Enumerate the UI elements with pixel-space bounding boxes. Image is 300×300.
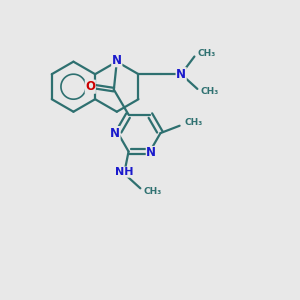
Text: NH: NH: [115, 167, 134, 177]
Text: O: O: [85, 80, 95, 93]
Text: CH₃: CH₃: [200, 87, 219, 96]
Text: CH₃: CH₃: [184, 118, 202, 127]
Text: CH₃: CH₃: [197, 49, 216, 58]
Text: N: N: [176, 68, 186, 81]
Text: CH₃: CH₃: [143, 187, 161, 196]
Text: N: N: [112, 54, 122, 67]
Text: N: N: [146, 146, 156, 160]
Text: N: N: [110, 127, 120, 140]
